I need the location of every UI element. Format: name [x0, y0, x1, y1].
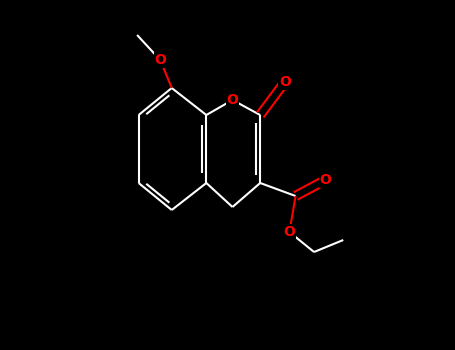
Text: O: O — [320, 173, 332, 187]
Text: O: O — [227, 93, 238, 107]
Text: O: O — [283, 225, 295, 239]
Text: O: O — [279, 75, 291, 89]
Text: O: O — [154, 53, 166, 67]
